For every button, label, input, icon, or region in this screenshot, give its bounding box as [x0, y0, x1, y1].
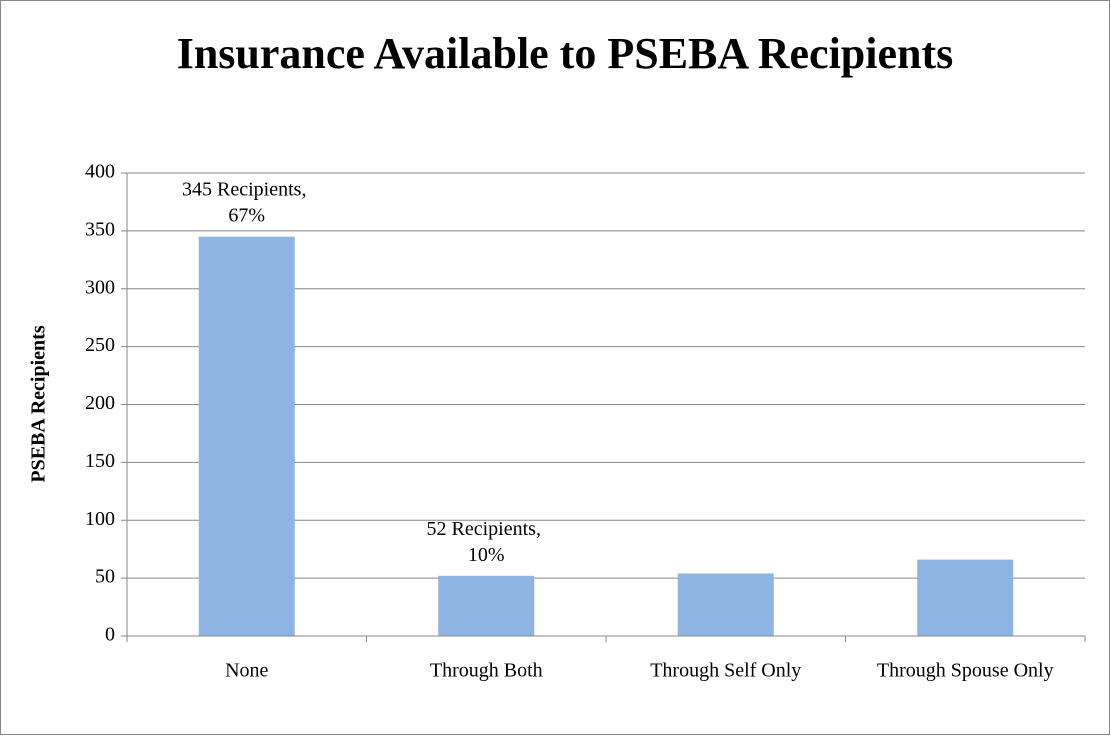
data-label: 52 Recipients, 10%: [427, 517, 546, 565]
y-tick-label: 100: [85, 508, 115, 530]
bar: [198, 236, 295, 636]
bar: [438, 575, 535, 636]
bar: [677, 573, 774, 636]
y-tick-label: 50: [95, 566, 115, 588]
x-tick-label: None: [225, 660, 268, 682]
y-tick-label: 150: [85, 450, 115, 472]
y-tick-label: 200: [85, 392, 115, 414]
x-tick-label: Through Both: [430, 660, 543, 682]
y-tick-label: 0: [105, 624, 115, 646]
x-tick-label: Through Self Only: [650, 660, 801, 682]
y-tick-label: 250: [85, 334, 115, 356]
bar: [917, 559, 1014, 636]
y-tick-label: 300: [85, 276, 115, 298]
chart-title: Insurance Available to PSEBA Recipients: [177, 29, 954, 78]
y-axis-title: PSEBA Recipients: [28, 325, 50, 482]
x-tick-label: Through Spouse Only: [877, 660, 1054, 682]
data-label: 345 Recipients, 67%: [182, 178, 311, 226]
y-tick-label: 350: [85, 218, 115, 240]
y-tick-label: 400: [85, 161, 115, 183]
